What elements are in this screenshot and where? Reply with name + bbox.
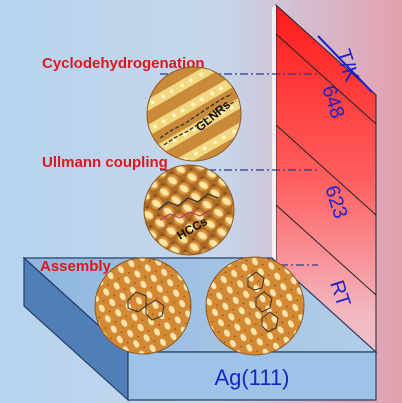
step-label-cyclodehydrogenation: Cyclodehydrogenation bbox=[42, 55, 205, 72]
temp-divider-low bbox=[275, 204, 377, 296]
step-label-ullmann-coupling: Ullmann coupling bbox=[42, 154, 168, 171]
substrate-label: Ag(111) bbox=[214, 365, 289, 390]
stm-image-assembly-left bbox=[94, 257, 192, 355]
temp-divider-top bbox=[275, 33, 377, 125]
temp-divider-mid bbox=[275, 124, 377, 216]
axis-arrow-shaft bbox=[317, 35, 373, 93]
step-label-assembly: Assembly bbox=[40, 258, 112, 275]
stm-image-glnrs: GLNRs bbox=[146, 66, 242, 162]
substrate-front-face bbox=[127, 351, 377, 401]
wall-edge bbox=[272, 5, 276, 303]
stm-image-hccs: HCCs bbox=[143, 164, 235, 256]
stm-image-assembly-right bbox=[205, 256, 305, 356]
